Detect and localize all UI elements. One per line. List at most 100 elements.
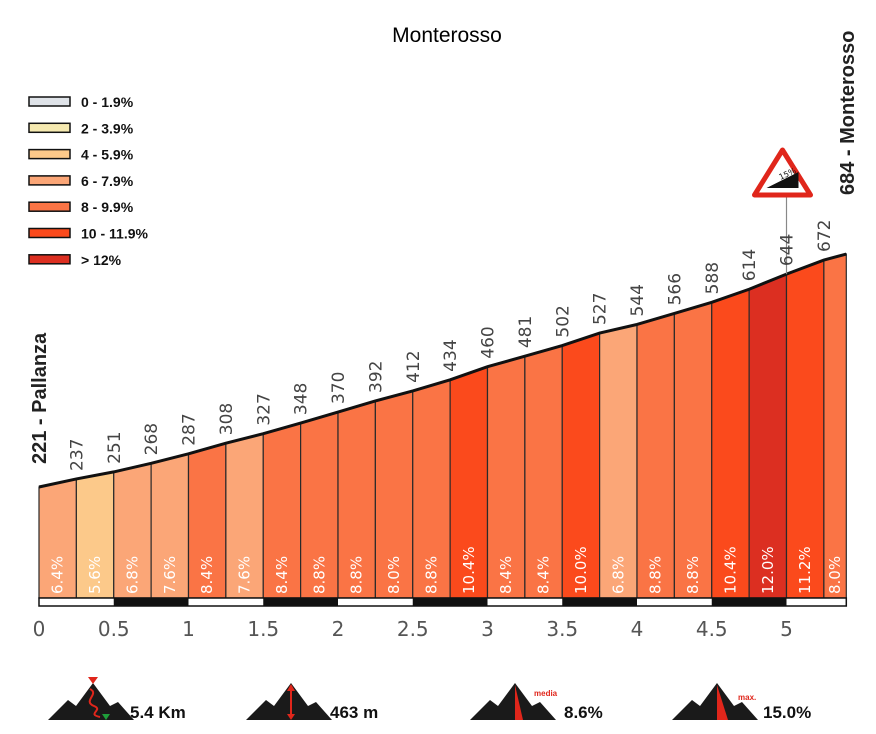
grade-label: 10.0% [572,546,590,594]
elevation-label: 287 [180,413,200,445]
grade-label: 6.4% [49,556,67,594]
elevation-label: 644 [778,234,798,266]
km-scale-block [263,598,338,606]
profile-segment [636,312,675,599]
x-tick-label: 2.5 [397,617,429,641]
grade-label: 7.6% [161,556,179,594]
elevation-label: 308 [217,403,237,435]
legend-swatch [28,122,71,134]
profile-segments [38,253,847,599]
grade-label: 6.8% [609,556,627,594]
elevation-label: 434 [441,339,461,371]
grade-label: 8.8% [647,556,665,594]
elevation-label: 614 [740,249,760,281]
legend-entry-label: 2 - 3.9% [81,120,134,136]
average-grade-value: 8.6% [564,703,603,722]
grade-label: 8.8% [310,556,328,594]
profile-ridge-line [38,252,847,489]
elevation-label: 412 [404,350,424,382]
chart-title: Monterosso [392,24,502,47]
stat-elevation: 463 m [246,683,378,722]
distance-mountain-icon [48,677,134,720]
elevation-label: 672 [815,220,835,252]
profile-segment [673,301,713,599]
legend-entry-label: 0 - 1.9% [81,94,134,110]
stat-average: media 8.6% [470,683,603,722]
legend-swatch [28,175,71,186]
elevation-label: 502 [553,305,573,337]
stat-distance: 5.4 Km [48,677,186,722]
sign-slope-icon [766,172,799,188]
average-grade-mountain-icon [470,683,556,720]
elevation-label: 237 [67,438,87,470]
elevation-label: 588 [703,262,723,294]
elevation-label: 566 [665,273,685,305]
grade-label: 8.0% [385,556,403,594]
grade-label: 6.8% [123,556,141,594]
elevation-mountain-icon [246,683,332,720]
grade-label: 8.8% [422,556,440,594]
x-tick-label: 0.5 [98,617,130,641]
grade-label: 8.4% [535,556,553,594]
legend-entry-label: > 12% [81,252,122,268]
x-tick-label: 0 [33,617,46,641]
elevation-label: 527 [591,293,611,325]
km-scale-bar [38,597,848,607]
x-tick-label: 5 [780,617,793,641]
legend-swatch [28,227,71,239]
elevation-label: 544 [628,284,648,316]
start-label: 221 - Pallanza [29,332,51,464]
x-axis-ticks: 0 0.5 1 1.5 2 2.5 3 3.5 4 4.5 5 [33,617,793,641]
grade-label: 5.6% [86,556,104,594]
elevation-label: 392 [366,360,386,392]
grade-label: 8.4% [497,556,515,594]
km-scale-block [113,598,189,606]
legend-entry-label: 10 - 11.9% [81,226,148,242]
average-label: media [534,689,558,698]
elevation-label: 481 [516,316,536,348]
legend-swatch [28,201,71,212]
grade-label: 12.0% [759,546,777,594]
km-scale-block [711,598,787,606]
grade-label: 8.0% [826,556,844,594]
elevation-label: 251 [105,431,125,463]
elevation-label: 348 [292,383,312,415]
km-scale-block [412,598,488,606]
grade-label: 10.4% [460,546,478,594]
max-label: max. [738,693,756,702]
x-tick-label: 3.5 [546,617,578,641]
x-tick-label: 1 [182,617,195,641]
stat-max: max. 15.0% [672,683,811,722]
grade-label: 8.4% [273,556,291,594]
grade-label: 8.8% [684,556,702,594]
x-tick-label: 4 [631,617,644,641]
profile-segment [823,253,847,599]
elevation-gain-value: 463 m [330,703,378,722]
legend-swatch [28,254,71,265]
distance-value: 5.4 Km [130,703,186,722]
legend: 0 - 1.9% 2 - 3.9% 4 - 5.9% 6 - 7.9% 8 - 9.9%… [28,94,148,268]
elevation-label: 370 [329,372,349,404]
elevation-label: 268 [142,423,162,455]
max-grade-mountain-icon [672,683,758,720]
legend-entry-label: 4 - 5.9% [81,147,134,163]
legend-swatch [28,96,71,107]
grade-label: 10.4% [721,546,739,594]
x-tick-label: 4.5 [696,617,728,641]
grade-label: 11.2% [796,546,814,594]
grade-label: 7.6% [236,556,254,594]
max-grade-value: 15.0% [763,703,811,722]
x-tick-label: 2 [332,617,345,641]
grade-label: 8.8% [348,556,366,594]
km-scale-block [562,598,637,606]
elevation-label: 327 [254,393,274,425]
elevation-labels: 237 251 268 287 308 327 348 370 392 412 434 460 481 5… [67,220,835,471]
legend-entry-label: 8 - 9.9% [81,199,134,215]
x-tick-label: 1.5 [247,617,279,641]
elevation-label: 460 [479,326,499,358]
max-grade-sign: 15% [752,147,813,198]
grade-label: 8.4% [198,556,216,594]
end-label: 684 - Monterosso [837,31,859,195]
legend-swatch [28,148,71,160]
